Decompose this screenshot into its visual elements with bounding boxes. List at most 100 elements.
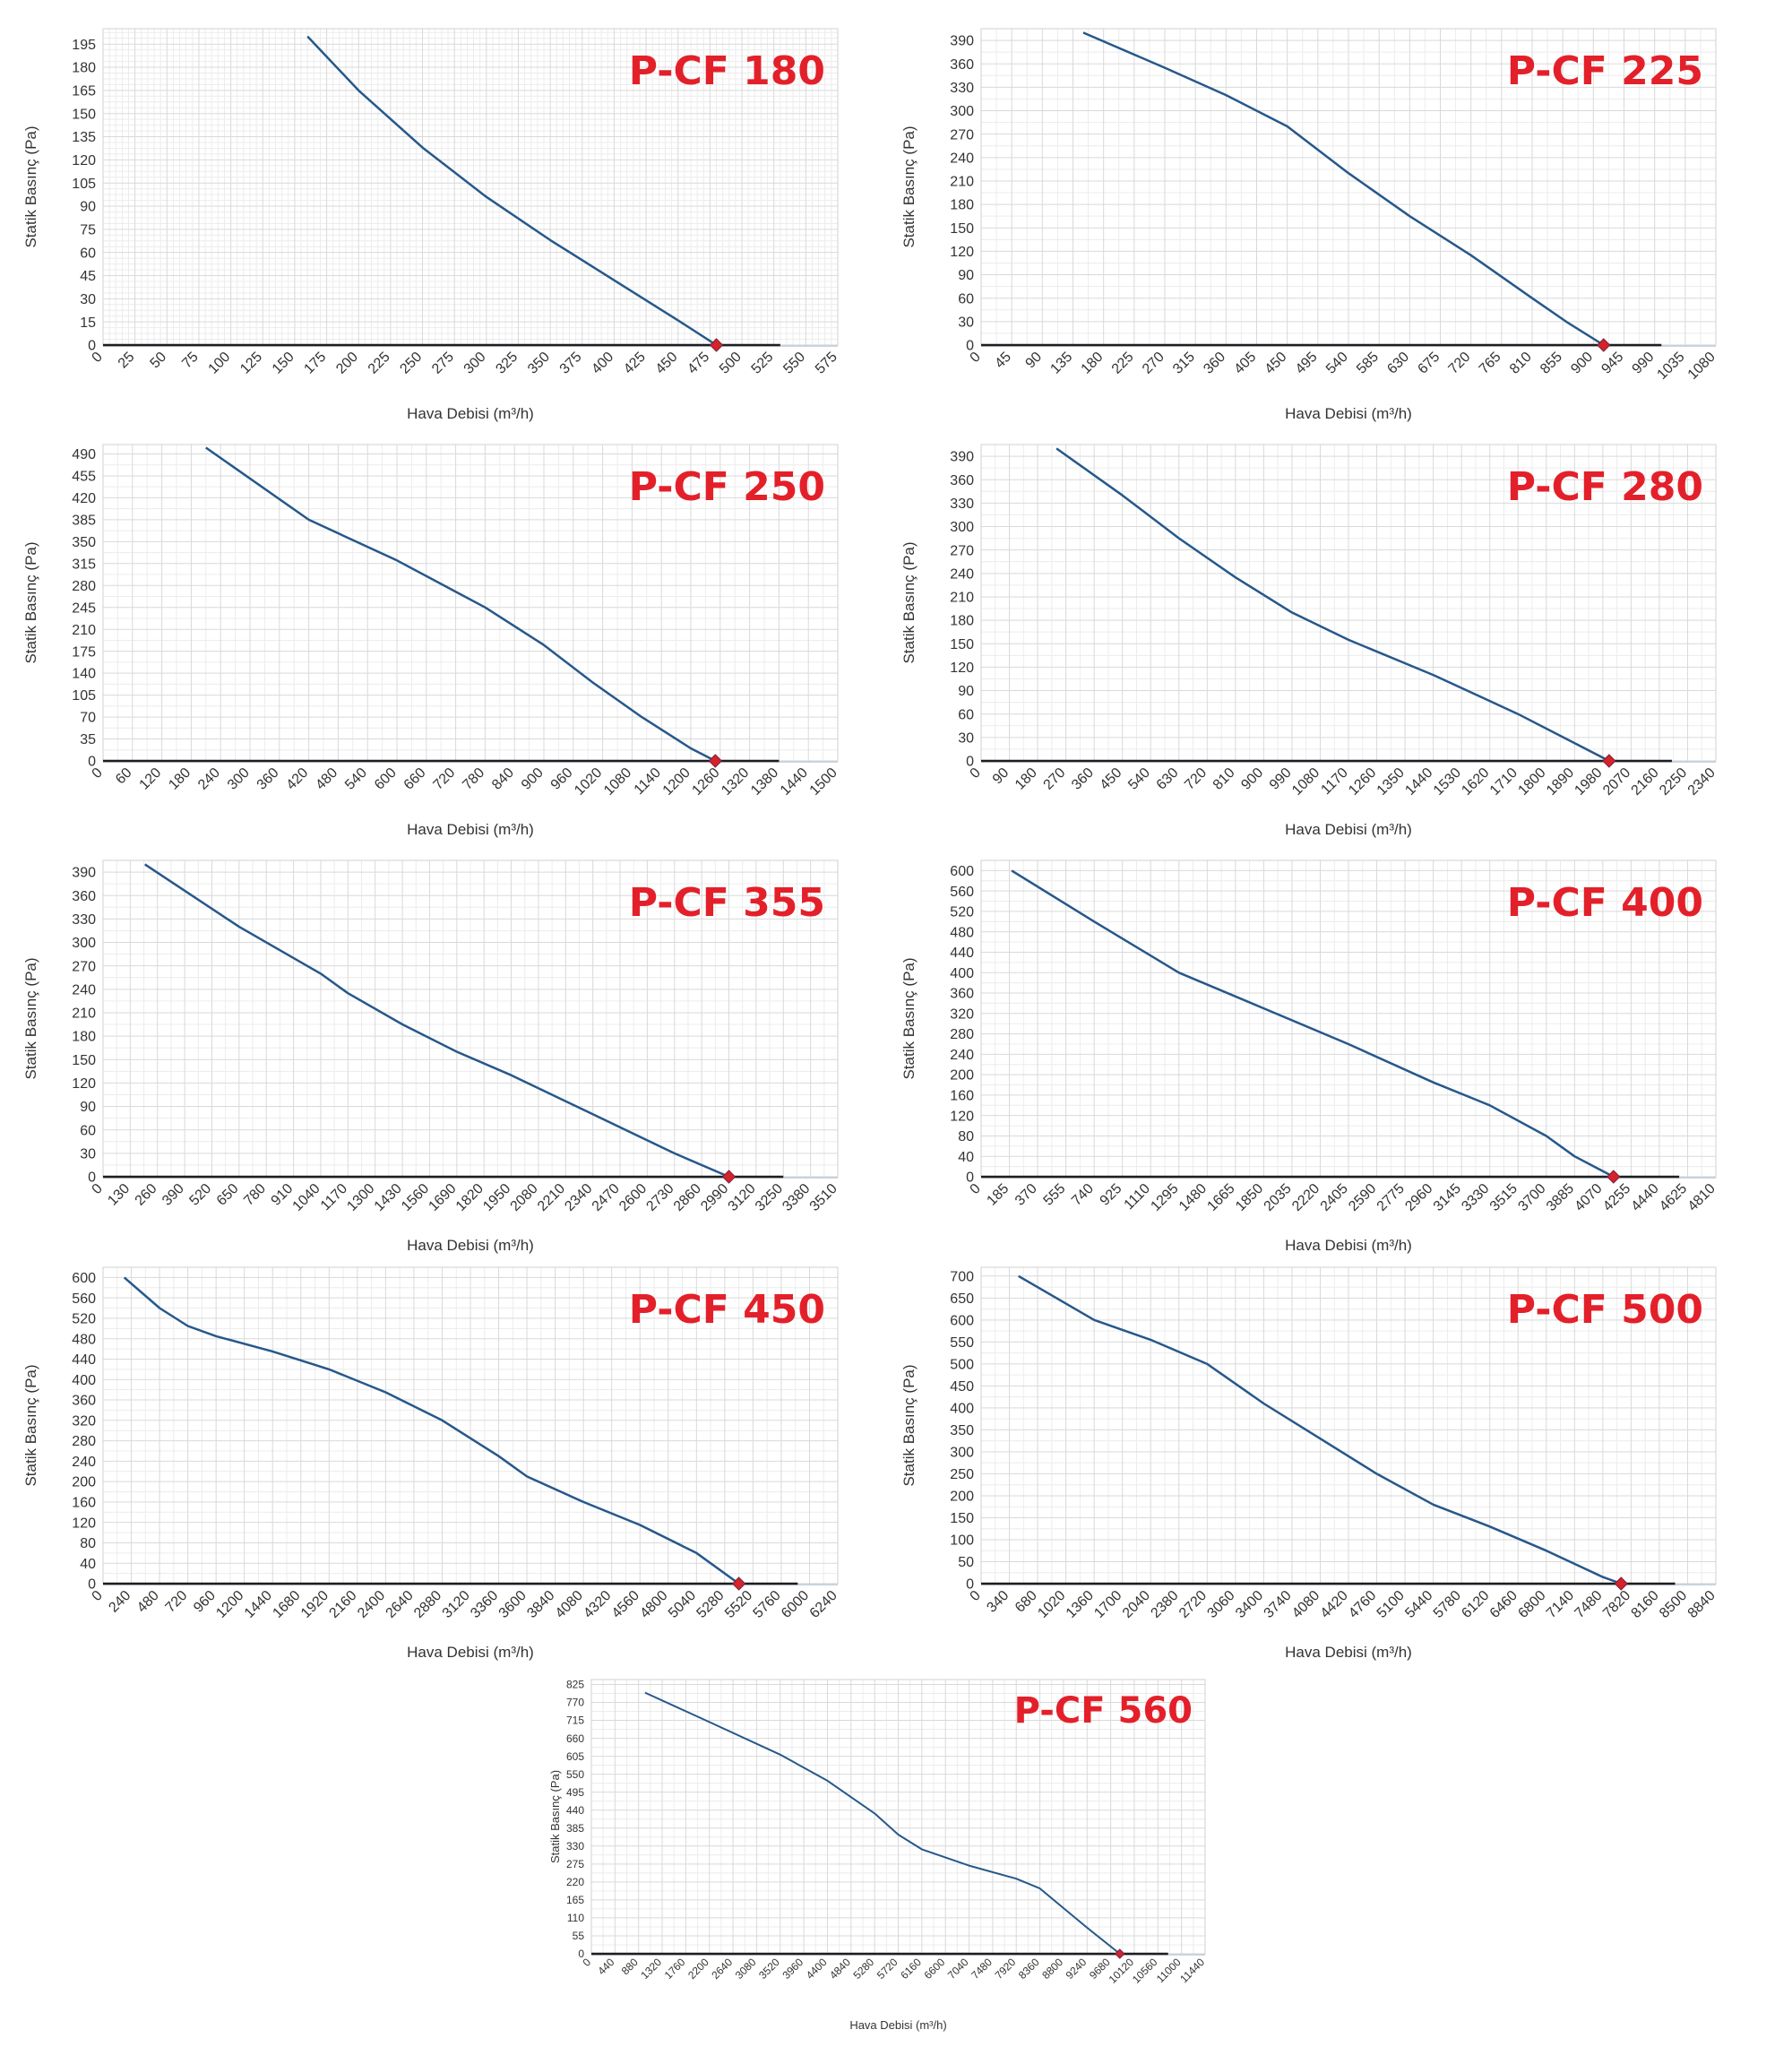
y-tick-label: 150 <box>72 107 96 122</box>
x-tick-label: 2070 <box>1600 765 1633 799</box>
y-tick-label: 0 <box>88 1577 96 1593</box>
x-tick-label: 720 <box>163 1588 191 1616</box>
x-tick-label: 2600 <box>616 1181 650 1214</box>
x-tick-label: 810 <box>1507 350 1535 377</box>
operating-point-marker <box>1602 754 1616 768</box>
x-tick-label: 340 <box>984 1588 1012 1616</box>
x-tick-label: 1035 <box>1654 350 1687 383</box>
x-tick-label: 1300 <box>344 1181 377 1214</box>
y-tick-label: 210 <box>72 1006 96 1022</box>
x-tick-label: 990 <box>1630 350 1658 377</box>
y-tick-label: 150 <box>72 1053 96 1068</box>
x-tick-label: 450 <box>653 350 681 377</box>
x-tick-label: 2880 <box>411 1588 444 1621</box>
x-tick-label: 780 <box>241 1181 269 1209</box>
y-tick-label: 240 <box>950 151 974 166</box>
x-tick-label: 925 <box>1098 1181 1125 1209</box>
y-tick-label: 495 <box>566 1786 584 1799</box>
y-tick-label: 600 <box>950 864 974 879</box>
x-axis-label: Hava Debisi (m³/h) <box>1285 821 1412 838</box>
x-tick-label: 1800 <box>1515 765 1548 799</box>
x-tick-label: 1530 <box>1431 765 1464 799</box>
model-title: P-CF 450 <box>629 1287 825 1333</box>
x-axis-label: Hava Debisi (m³/h) <box>407 405 534 422</box>
x-tick-label: 2160 <box>1629 765 1662 799</box>
y-tick-label: 40 <box>80 1557 96 1572</box>
x-axis-label: Hava Debisi (m³/h) <box>407 1644 534 1661</box>
x-tick-label: 1890 <box>1544 765 1577 799</box>
x-tick-label: 5760 <box>751 1588 784 1621</box>
y-tick-label: 385 <box>566 1822 584 1835</box>
y-tick-label: 360 <box>950 473 974 488</box>
performance-curve <box>1011 869 1615 1179</box>
x-tick-label: 1500 <box>807 765 840 799</box>
x-tick-label: 0 <box>90 765 106 782</box>
x-tick-label: 475 <box>685 350 712 377</box>
x-tick-label: 240 <box>195 765 223 793</box>
y-tick-label: 175 <box>72 644 96 660</box>
y-tick-label: 30 <box>80 292 96 307</box>
x-tick-label: 8160 <box>1629 1588 1662 1621</box>
x-tick-label: 4070 <box>1572 1181 1605 1214</box>
x-tick-label: 2040 <box>1120 1588 1153 1621</box>
x-tick-label: 1920 <box>298 1588 332 1621</box>
y-tick-label: 315 <box>72 557 96 572</box>
x-tick-label: 1710 <box>1487 765 1521 799</box>
y-tick-label: 0 <box>578 1948 584 1960</box>
x-tick-label: 3080 <box>733 1956 759 1982</box>
y-axis-label: Statik Basınç (Pa) <box>22 957 39 1079</box>
y-tick-label: 70 <box>80 711 96 726</box>
x-tick-label: 6120 <box>1459 1588 1492 1621</box>
grid <box>102 859 839 1178</box>
y-tick-label: 330 <box>950 497 974 512</box>
x-tick-label: 1260 <box>689 765 722 799</box>
y-tick-label: 480 <box>72 1332 96 1347</box>
y-axis-label: Statik Basınç (Pa) <box>22 125 39 247</box>
y-tick-label: 90 <box>80 200 96 215</box>
x-tick-label: 650 <box>214 1181 242 1209</box>
x-tick-label: 120 <box>137 765 165 793</box>
x-tick-label: 2405 <box>1318 1181 1351 1214</box>
model-title: P-CF 180 <box>629 48 825 94</box>
y-tick-label: 360 <box>950 57 974 73</box>
y-tick-label: 105 <box>72 177 96 192</box>
x-tick-label: 7040 <box>945 1956 971 1982</box>
operating-point-marker <box>709 338 724 352</box>
operating-point-marker <box>1115 1948 1125 1959</box>
x-tick-label: 90 <box>990 765 1012 788</box>
x-tick-label: 2590 <box>1346 1181 1379 1214</box>
x-tick-label: 350 <box>525 350 553 377</box>
x-tick-label: 3120 <box>726 1181 759 1214</box>
x-tick-label: 2035 <box>1262 1181 1295 1214</box>
y-tick-label: 300 <box>950 1446 974 1461</box>
x-tick-label: 540 <box>342 765 370 793</box>
y-tick-label: 90 <box>80 1100 96 1115</box>
model-title: P-CF 250 <box>629 464 825 510</box>
x-tick-label: 1080 <box>1289 765 1322 799</box>
chart-pcf-450: 0 40 80 120 160 200 240 280 320 360 400 440 480 520 56… <box>18 1258 842 1666</box>
x-tick-label: 1690 <box>426 1181 459 1214</box>
x-tick-label: 450 <box>1098 765 1125 793</box>
x-tick-label: 2860 <box>671 1181 704 1214</box>
x-tick-label: 4800 <box>637 1588 670 1621</box>
x-tick-label: 2200 <box>685 1956 711 1982</box>
x-axis-label: Hava Debisi (m³/h) <box>1285 1237 1412 1254</box>
chart-pcf-180: 0 15 30 45 60 75 90 105 120 135 150 165 180 195 0 25 50 7… <box>18 20 842 428</box>
x-tick-label: 1700 <box>1091 1588 1124 1621</box>
y-tick-label: 200 <box>72 1475 96 1490</box>
y-tick-label: 110 <box>567 1912 584 1924</box>
x-tick-label: 185 <box>984 1181 1012 1209</box>
y-tick-label: 160 <box>950 1089 974 1104</box>
y-tick-label: 520 <box>72 1312 96 1327</box>
y-axis-label: Statik Basınç (Pa) <box>22 1364 39 1486</box>
y-tick-label: 120 <box>950 1109 974 1124</box>
x-tick-label: 3145 <box>1431 1181 1464 1214</box>
x-tick-label: 1080 <box>1685 350 1719 383</box>
x-tick-label: 4810 <box>1685 1181 1719 1214</box>
x-tick-label: 945 <box>1598 350 1626 377</box>
y-tick-label: 280 <box>72 579 96 594</box>
x-tick-label: 1360 <box>1064 1588 1097 1621</box>
x-tick-label: 630 <box>1384 350 1412 377</box>
x-tick-label: 2640 <box>383 1588 417 1621</box>
chart-pcf-500: 0 50 100 150 200 250 300 350 400 450 500 550 600 650 7… <box>896 1258 1720 1666</box>
